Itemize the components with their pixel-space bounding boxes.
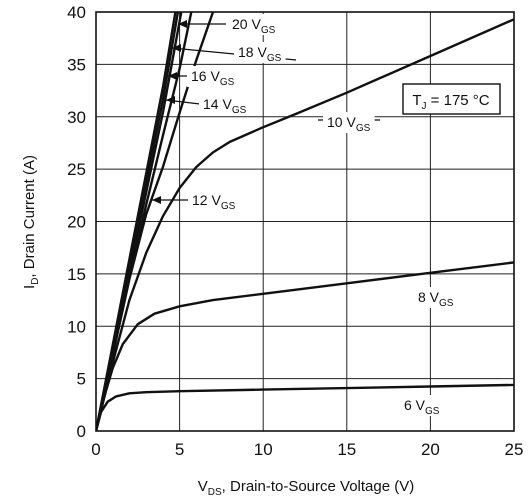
- curve-10vgs: [96, 18, 514, 431]
- y-tick-label: 0: [77, 422, 86, 441]
- y-tick-label: 20: [67, 213, 86, 232]
- curve-label-background: [323, 112, 375, 133]
- x-tick-label: 20: [421, 440, 440, 459]
- x-tick-label: 25: [505, 440, 524, 459]
- curve-label: 12 VGS: [192, 192, 236, 212]
- curve-label-arrow: [168, 72, 177, 80]
- x-tick-label: 5: [175, 440, 184, 459]
- y-tick-label: 30: [67, 108, 86, 127]
- temperature-annotation-box: [402, 83, 501, 115]
- curve-label: 6 VGS: [404, 397, 440, 417]
- curve-label: 14 VGS: [203, 96, 247, 116]
- curve-label-background: [187, 66, 239, 87]
- x-tick-label: 10: [254, 440, 273, 459]
- curve-label-background: [199, 94, 251, 115]
- curve-label-background: [414, 287, 458, 308]
- curve-label: 20 VGS: [232, 16, 276, 36]
- curve-20vgs: [96, 12, 177, 431]
- curve-label: 8 VGS: [418, 289, 454, 309]
- curve-label-arrow: [178, 20, 187, 28]
- y-tick-label: 10: [67, 317, 86, 336]
- plot-border: [95, 11, 515, 432]
- curve-label-background: [234, 42, 286, 63]
- curve-6vgs: [96, 383, 514, 431]
- y-axis-title: ID, Drain Current (A): [21, 155, 41, 289]
- curve-label: 10 VGS: [327, 114, 371, 134]
- y-tick-label: 5: [77, 370, 86, 389]
- y-tick-label: 40: [67, 3, 86, 22]
- curve-label-arrow: [152, 196, 161, 204]
- curve-label-background: [400, 395, 444, 416]
- y-tick-label: 15: [67, 265, 86, 284]
- y-tick-label: 25: [67, 160, 86, 179]
- x-axis-title: VDS, Drain-to-Source Voltage (V): [198, 478, 415, 498]
- curve-label-arrow: [166, 96, 175, 104]
- curve-label-arrow: [172, 44, 181, 52]
- curve-label: 18 VGS: [238, 44, 282, 64]
- temperature-annotation: TJ = 175 °C: [412, 92, 489, 112]
- curve-label-background: [228, 14, 280, 35]
- curve-label-background: [188, 190, 240, 211]
- x-tick-label: 15: [337, 440, 356, 459]
- curve-label: 16 VGS: [191, 68, 235, 88]
- y-tick-label: 35: [67, 55, 86, 74]
- x-tick-label: 0: [91, 440, 100, 459]
